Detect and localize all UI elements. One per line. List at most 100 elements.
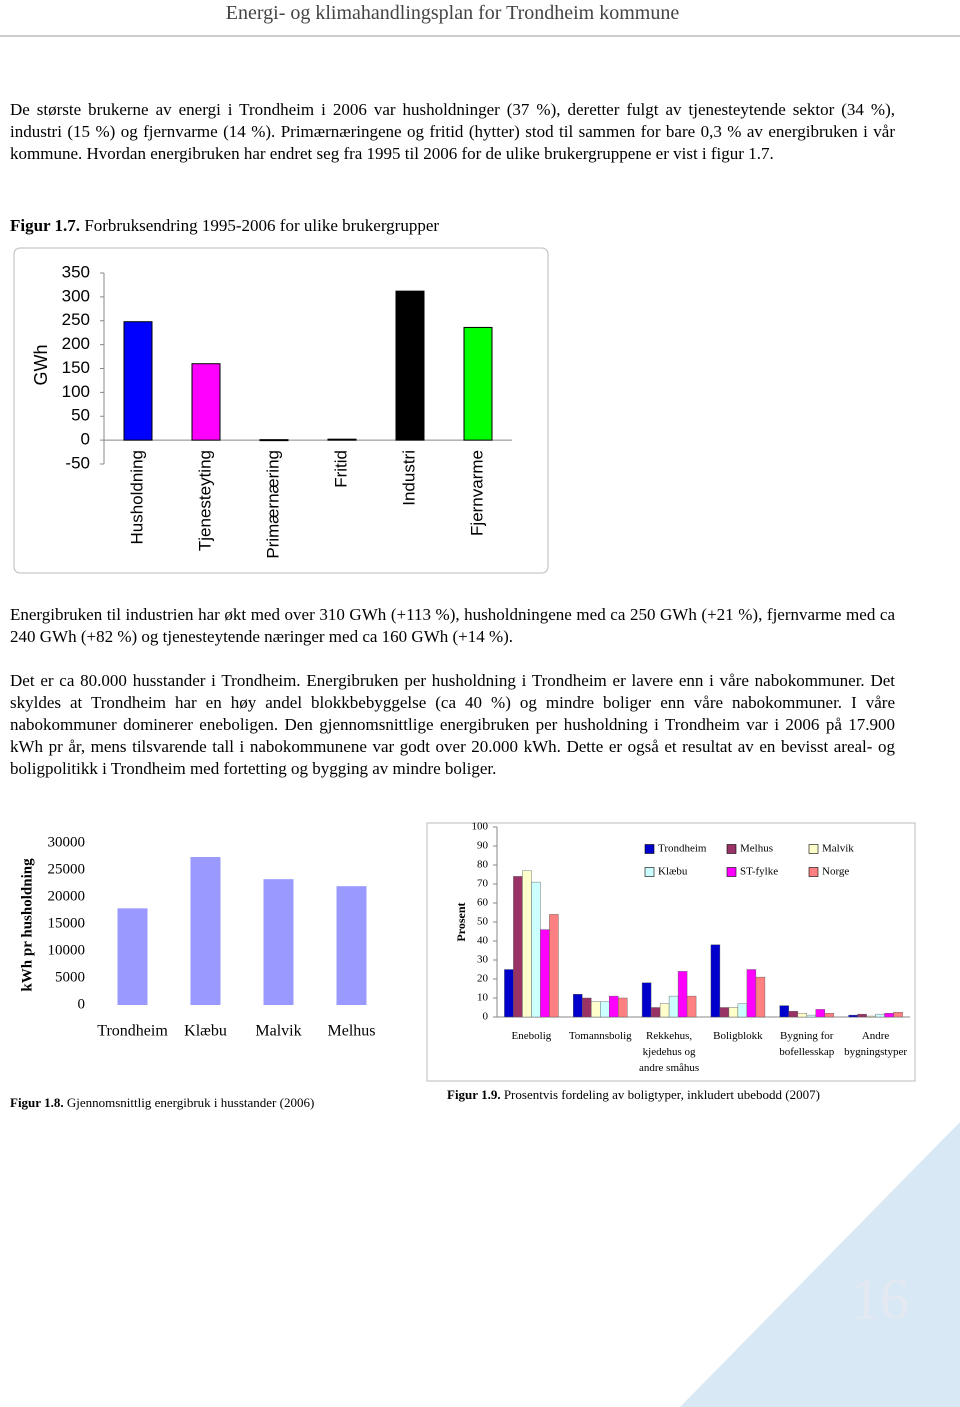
bar bbox=[737, 1003, 748, 1018]
x-tick-label: Husholdning bbox=[127, 450, 146, 545]
bar bbox=[884, 1013, 894, 1018]
x-tick-label: Trondheim bbox=[97, 1023, 168, 1040]
x-tick-label: Melhus bbox=[328, 1023, 376, 1040]
y-tick-label: 0 bbox=[81, 430, 90, 449]
bar bbox=[123, 321, 153, 441]
x-tick-label: Andre bygningstyper bbox=[844, 1030, 908, 1058]
bar bbox=[746, 969, 757, 1018]
bar bbox=[866, 1015, 876, 1018]
paragraph: De største brukerne av energi i Trondhei… bbox=[10, 100, 895, 163]
y-tick-label: 25000 bbox=[48, 861, 86, 877]
y-tick-label: 10000 bbox=[48, 942, 86, 958]
legend-swatch bbox=[644, 844, 655, 854]
bar bbox=[263, 879, 294, 1005]
y-tick-label: -50 bbox=[65, 453, 90, 472]
legend-label: ST-fylke bbox=[740, 866, 778, 878]
y-tick-label: 10 bbox=[477, 992, 489, 1004]
x-tick-label: Boligblokk bbox=[713, 1030, 763, 1042]
y-tick-label: 30 bbox=[477, 954, 489, 966]
y-tick-label: 150 bbox=[62, 358, 90, 377]
y-tick-label: 40 bbox=[477, 935, 489, 947]
x-tick-label: Tomannsbolig bbox=[568, 1030, 632, 1042]
x-tick-label: Rekkehus, kjedehus og andre småhus bbox=[638, 1030, 700, 1074]
chart-frame bbox=[13, 247, 549, 574]
bar bbox=[797, 1013, 807, 1018]
bar bbox=[659, 1003, 670, 1018]
bar bbox=[618, 997, 628, 1018]
figure-caption: Figur 1.9. Prosentvis fordeling av bolig… bbox=[447, 1087, 820, 1103]
bar bbox=[788, 1011, 798, 1018]
y-tick-label: 300 bbox=[62, 286, 90, 305]
bar bbox=[779, 1005, 789, 1018]
bar bbox=[686, 995, 697, 1018]
bar bbox=[641, 982, 652, 1018]
x-tick-label: Fritid bbox=[331, 450, 350, 488]
y-tick-label: 250 bbox=[62, 310, 90, 329]
figure-text: Gjennomsnittlig energibruk i husstander … bbox=[66, 1095, 315, 1110]
figure-label: Figur 1.9. bbox=[447, 1087, 501, 1102]
y-tick-label: 0 bbox=[78, 996, 86, 1012]
x-tick-label: Industri bbox=[399, 450, 418, 506]
y-tick-label: 60 bbox=[477, 897, 489, 909]
bar bbox=[117, 908, 148, 1005]
bar bbox=[824, 1013, 834, 1018]
bar bbox=[540, 929, 550, 1018]
y-axis-label: kWh pr husholdning bbox=[19, 858, 35, 992]
bar bbox=[513, 876, 523, 1018]
bar bbox=[573, 994, 583, 1018]
bar bbox=[609, 995, 619, 1018]
x-tick-label: Malvik bbox=[255, 1023, 301, 1040]
bar bbox=[857, 1013, 867, 1018]
x-tick-label: Enebolig bbox=[511, 1030, 552, 1042]
x-tick-label: Primærnæring bbox=[263, 450, 282, 559]
figure-caption: Figur 1.7. Forbruksendring 1995-2006 for… bbox=[10, 216, 439, 236]
legend-label: Klæbu bbox=[658, 866, 688, 878]
bar bbox=[755, 976, 766, 1018]
legend-swatch bbox=[808, 867, 819, 877]
legend-label: Melhus bbox=[740, 843, 773, 855]
bar bbox=[549, 914, 559, 1018]
x-tick-label: Bygning for bofellesskap bbox=[779, 1030, 835, 1058]
bar bbox=[191, 363, 221, 441]
x-tick-label: Klæbu bbox=[184, 1023, 227, 1040]
bar bbox=[463, 326, 493, 441]
bar bbox=[582, 997, 592, 1018]
figure-label: Figur 1.7. bbox=[10, 216, 81, 235]
legend-label: Malvik bbox=[822, 843, 854, 855]
bar bbox=[504, 969, 514, 1018]
y-tick-label: 50 bbox=[477, 916, 489, 928]
bar bbox=[710, 944, 721, 1018]
figure-caption: Figur 1.8. Gjennomsnittlig energibruk i … bbox=[10, 1095, 314, 1111]
y-tick-label: 80 bbox=[477, 859, 489, 871]
bar bbox=[327, 438, 357, 441]
bar bbox=[395, 290, 425, 441]
y-tick-label: 20000 bbox=[48, 888, 86, 904]
bar bbox=[190, 857, 221, 1005]
legend-swatch bbox=[808, 844, 819, 854]
x-tick-label: Fjernvarme bbox=[467, 450, 486, 536]
y-tick-label: 30000 bbox=[48, 834, 86, 850]
y-tick-label: 5000 bbox=[55, 969, 85, 985]
y-tick-label: 15000 bbox=[48, 915, 86, 931]
bar bbox=[259, 439, 289, 442]
bar bbox=[806, 1014, 816, 1018]
bar bbox=[600, 1001, 610, 1018]
y-tick-label: 20 bbox=[477, 973, 489, 985]
y-tick-label: 200 bbox=[62, 334, 90, 353]
figure-text: Forbruksendring 1995-2006 for ulike bruk… bbox=[84, 216, 440, 235]
bar bbox=[848, 1014, 858, 1018]
x-tick-label: Tjenesteyting bbox=[195, 450, 214, 551]
legend-swatch bbox=[726, 844, 737, 854]
figure-text: Prosentvis fordeling av boligtyper, inkl… bbox=[503, 1087, 820, 1102]
bar bbox=[719, 1007, 730, 1018]
bar bbox=[522, 870, 532, 1018]
paragraph: Energibruken til industrien har økt med … bbox=[10, 605, 895, 646]
y-axis-label: GWh bbox=[31, 344, 51, 385]
y-tick-label: 350 bbox=[62, 262, 90, 281]
header-title: Energi- og klimahandlingsplan for Trondh… bbox=[225, 2, 680, 24]
figure-label: Figur 1.8. bbox=[10, 1095, 64, 1110]
y-tick-label: 70 bbox=[477, 878, 489, 890]
y-tick-label: 50 bbox=[71, 406, 90, 425]
